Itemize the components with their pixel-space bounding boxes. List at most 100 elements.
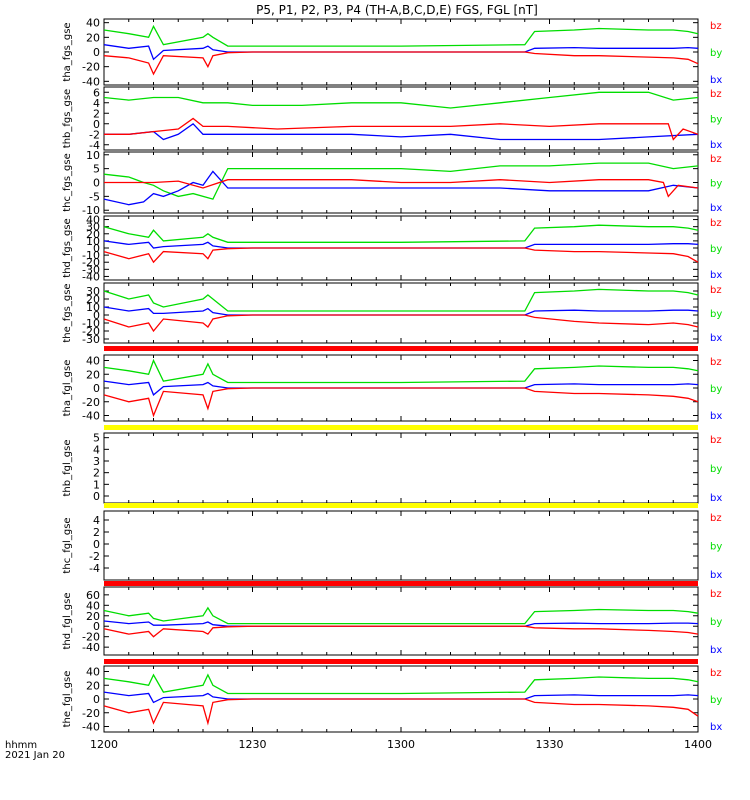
y-tick-label: 3: [93, 455, 100, 468]
chart-title: P5, P1, P2, P3, P4 (TH-A,B,C,D,E) FGS, F…: [256, 3, 538, 17]
series-line-bz: [103, 51, 699, 76]
legend-by: by: [710, 542, 722, 553]
y-tick-label: 5: [93, 432, 100, 445]
legend-bx: bx: [710, 645, 722, 656]
y-tick-label: 4: [93, 514, 100, 527]
y-tick-label: -5: [89, 190, 100, 203]
legend-bx: bx: [710, 411, 722, 422]
y-tick-label: -40: [82, 270, 100, 283]
legend-bz: bz: [710, 89, 722, 100]
legend-bz: bz: [710, 513, 722, 524]
y-tick-label: -4: [89, 562, 100, 575]
legend-bx: bx: [710, 140, 722, 151]
legend-bx: bx: [710, 722, 722, 733]
y-tick-label: 40: [86, 599, 100, 612]
y-tick-label: -2: [89, 550, 100, 563]
y-tick-label: 30: [86, 285, 100, 298]
y-tick-label: 0: [93, 242, 100, 255]
series-line-bz: [103, 698, 699, 726]
legend-by: by: [710, 617, 722, 628]
y-tick-label: -40: [82, 410, 100, 423]
series-line-by: [103, 288, 699, 312]
y-tick-label: -10: [82, 249, 100, 262]
y-tick-label: -20: [82, 631, 100, 644]
y-tick-label: 2: [93, 467, 100, 480]
y-tick-label: 20: [86, 679, 100, 692]
legend-by: by: [710, 309, 722, 320]
y-axis-label: thc_fgs_gse: [62, 153, 73, 212]
x-axis-labels: 1200 1230 1300 1330 1400: [90, 738, 712, 751]
y-axis-label: thb_fgs_gse: [62, 89, 73, 148]
y-tick-label: 40: [86, 666, 100, 679]
series-line-by: [103, 91, 699, 109]
y-tick-label: 0: [93, 46, 100, 59]
panel-frame: [103, 432, 699, 504]
legend-by: by: [710, 244, 722, 255]
x-tick-label: 1200: [90, 738, 118, 751]
legend-bz: bz: [710, 357, 722, 368]
footer-line1: hhmm: [5, 740, 37, 751]
legend-bx: bx: [710, 333, 722, 344]
x-tick-label: 1300: [387, 738, 415, 751]
legend-bx: bx: [710, 270, 722, 281]
y-tick-label: 10: [86, 149, 100, 162]
y-tick-label: 0: [93, 118, 100, 131]
x-tick-label: 1230: [239, 738, 267, 751]
y-tick-label: 0: [93, 177, 100, 190]
y-tick-label: -10: [82, 204, 100, 217]
series-line-by: [103, 358, 699, 384]
series-line-by: [103, 224, 699, 243]
y-tick-label: 20: [86, 228, 100, 241]
y-axis-label: the_fgl_gse: [62, 671, 73, 728]
y-tick-label: 60: [86, 589, 100, 602]
series-line-bz: [103, 387, 699, 418]
legend-bz: bz: [710, 668, 722, 679]
y-tick-label: -30: [82, 333, 100, 346]
y-tick-label: -20: [82, 325, 100, 338]
y-tick-label: -40: [82, 641, 100, 654]
series-line-by: [103, 606, 699, 625]
y-tick-label: 2: [93, 526, 100, 539]
legend-bz: bz: [710, 285, 722, 296]
flag-bar-red-2: [104, 581, 698, 586]
y-tick-label: 40: [86, 214, 100, 227]
y-tick-label: -30: [82, 263, 100, 276]
y-tick-label: 10: [86, 301, 100, 314]
y-axis-label: thd_fgl_gse: [62, 593, 73, 650]
legend-bz: bz: [710, 218, 722, 229]
y-axis-label: tha_fgl_gse: [62, 360, 73, 417]
y-tick-label: 2: [93, 107, 100, 120]
y-tick-label: 40: [86, 355, 100, 368]
legend-by: by: [710, 695, 722, 706]
legend-bx: bx: [710, 570, 722, 581]
legend-bz: bz: [710, 21, 722, 32]
legend-by: by: [710, 48, 722, 59]
legend-by: by: [710, 179, 722, 190]
panel-thc_fgl_gse: 420-2-4 thc_fgl_gse bz by bx: [62, 510, 722, 581]
y-tick-label: 0: [93, 620, 100, 633]
legend-bz: bz: [710, 154, 722, 165]
y-axis-label: tha_fgs_gse: [62, 22, 73, 81]
series-line-bx: [104, 122, 699, 141]
y-tick-label: 20: [86, 31, 100, 44]
y-tick-label: -20: [82, 256, 100, 269]
series-line-bx: [103, 170, 699, 206]
y-tick-label: -20: [82, 707, 100, 720]
y-tick-label: 0: [93, 382, 100, 395]
panel-frame: [103, 282, 699, 344]
y-axis-label: thc_fgl_gse: [62, 517, 73, 573]
y-tick-label: 4: [93, 97, 100, 110]
y-tick-label: -10: [82, 317, 100, 330]
series-line-by: [103, 24, 699, 47]
legend-bz: bz: [710, 589, 722, 600]
y-tick-label: 4: [93, 443, 100, 456]
y-tick-label: -4: [89, 139, 100, 152]
y-tick-label: -20: [82, 61, 100, 74]
